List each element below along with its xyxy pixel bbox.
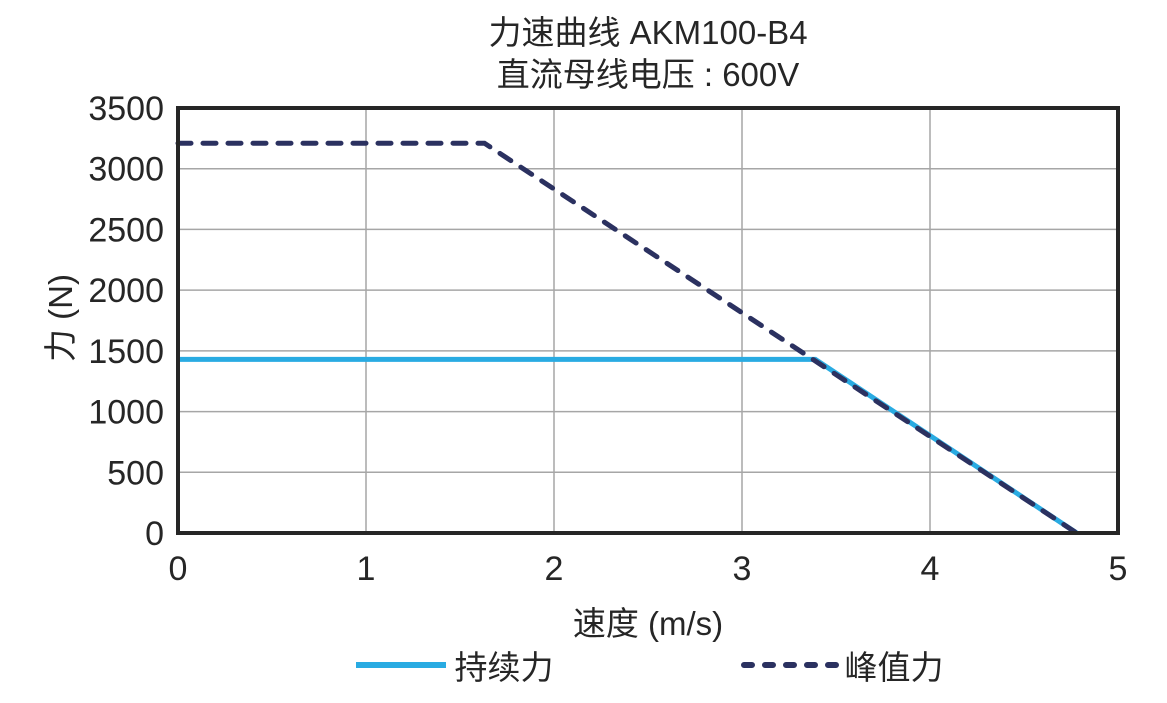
x-tick-label: 0 xyxy=(169,550,188,588)
y-tick-label: 3500 xyxy=(88,90,164,128)
y-tick-label: 2000 xyxy=(88,272,164,310)
x-tick-label: 3 xyxy=(733,550,752,588)
y-tick-label: 1000 xyxy=(88,394,164,432)
legend-label-peak-force: 峰值力 xyxy=(844,649,944,686)
x-tick-label: 1 xyxy=(357,550,376,588)
x-tick-label: 5 xyxy=(1109,550,1128,588)
chart-title: 力速曲线 AKM100-B4 xyxy=(488,14,808,51)
continuous-force-line-icon xyxy=(355,662,446,668)
chart-subtitle: 直流母线电压 : 600V xyxy=(496,56,800,93)
series-line-1 xyxy=(175,140,1080,536)
y-tick-label: 3000 xyxy=(88,151,164,189)
title-block: 力速曲线 AKM100-B4 直流母线电压 : 600V xyxy=(178,12,1118,96)
y-tick-label: 500 xyxy=(107,454,164,492)
x-axis-title: 速度 (m/s) xyxy=(572,605,724,642)
legend-item-peak-force: 峰值力 xyxy=(739,641,944,689)
legend-label-continuous-force: 持续力 xyxy=(454,649,554,686)
x-tick-label: 4 xyxy=(921,550,940,588)
y-tick-label: 1500 xyxy=(88,333,164,371)
y-tick-label: 0 xyxy=(145,515,164,553)
legend-item-continuous-force: 持续力 xyxy=(353,641,554,689)
y-tick-label: 2500 xyxy=(88,211,164,249)
plot-border xyxy=(176,106,1120,535)
peak-force-dashed-line-icon xyxy=(740,662,839,668)
legend: 持续力 峰值力 xyxy=(178,641,1118,689)
x-tick-label: 2 xyxy=(545,550,564,588)
